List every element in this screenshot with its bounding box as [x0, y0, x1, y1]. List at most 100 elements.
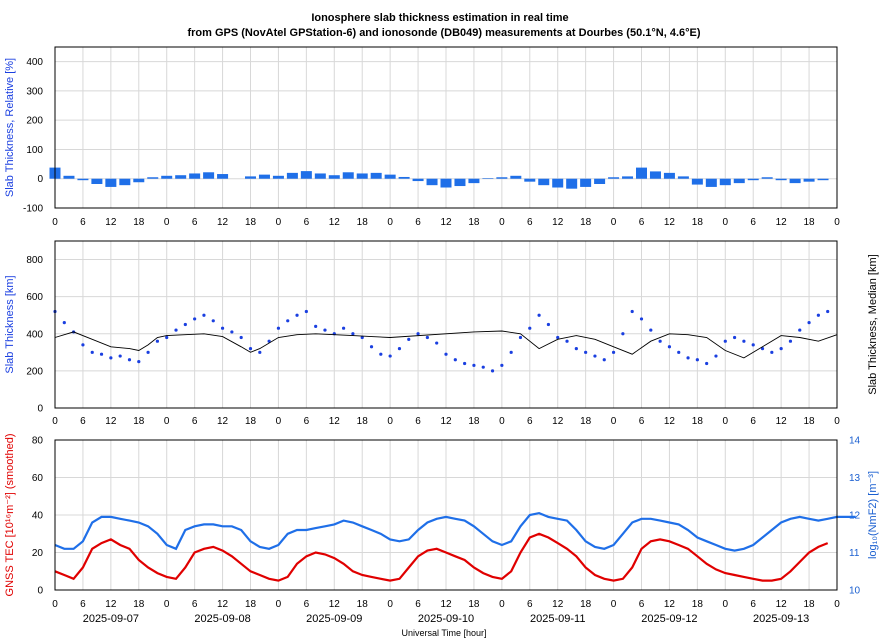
relative-bar: [77, 178, 89, 181]
x-tick-label: 18: [580, 416, 592, 427]
x-tick-label: 0: [164, 416, 170, 427]
slab-point: [248, 347, 253, 351]
slab-point: [500, 363, 504, 367]
relative-bar: [761, 177, 773, 179]
slab-point: [435, 341, 439, 345]
x-tick-label: 18: [468, 416, 480, 427]
slab-point: [276, 326, 281, 330]
relative-bar: [468, 178, 480, 184]
relative-bar: [705, 178, 717, 187]
relative-bar: [789, 178, 801, 184]
x-tick-label: 0: [723, 217, 729, 228]
slab-point: [220, 326, 225, 330]
plot-frame: [54, 46, 838, 209]
x-tick-label: 18: [468, 599, 480, 610]
relative-bar: [161, 175, 173, 179]
y-tick-label: 60: [32, 473, 44, 484]
y-tick-label: 40: [32, 511, 44, 522]
slab-point: [351, 332, 355, 336]
x-tick-label: 18: [580, 599, 592, 610]
x-tick-label: 12: [552, 217, 564, 228]
slab-point: [193, 317, 197, 321]
date-labels: 2025-09-07 2025-09-08 2025-09-09 2025-09-10…: [83, 613, 810, 625]
relative-bar: [440, 178, 452, 188]
slab-point: [611, 350, 616, 354]
slab-point: [481, 365, 485, 369]
slab-point: [760, 347, 765, 351]
x-tick-label: 12: [776, 217, 788, 228]
relative-bar: [482, 178, 494, 179]
relative-bar: [566, 178, 578, 189]
slab-point: [537, 313, 541, 317]
slab-point: [667, 345, 672, 349]
slab-point: [202, 313, 206, 317]
relative-bar: [747, 178, 759, 181]
relative-bar: [496, 177, 508, 179]
x-tick-label: 18: [133, 217, 145, 228]
slab-point: [705, 361, 709, 366]
relative-bar: [510, 175, 522, 179]
x-tick-label: 12: [329, 416, 341, 427]
median-line: [54, 330, 838, 359]
slab-point: [109, 356, 113, 360]
x-tick-label: 0: [52, 416, 58, 427]
y-tick-label: 0: [37, 174, 43, 185]
slab-point: [798, 328, 802, 332]
slab-point: [751, 343, 755, 347]
x-tick-label: 12: [552, 416, 564, 427]
x-tick-label: 6: [415, 599, 421, 610]
x-tick-label: 12: [440, 416, 452, 427]
slab-point: [602, 358, 606, 362]
slab-point: [146, 350, 150, 354]
relative-bar: [105, 178, 117, 187]
x-tick-label: 6: [750, 416, 756, 427]
relative-bar: [217, 174, 229, 179]
x-tick-label: 6: [80, 217, 86, 228]
y-axis-label: Slab Thickness [km]: [4, 275, 16, 373]
relative-bar: [398, 176, 410, 179]
x-tick-label: 18: [580, 217, 592, 228]
chart-title-line1: Ionosphere slab thickness estimation in …: [311, 12, 568, 24]
slab-point: [211, 319, 215, 323]
relative-bar: [370, 172, 382, 179]
x-tick-label: 18: [692, 416, 704, 427]
x-tick-label: 6: [304, 599, 310, 610]
slab-point: [388, 354, 392, 358]
slab-point: [723, 339, 727, 343]
x-tick-label: 12: [664, 416, 676, 427]
y-tick-label: 20: [32, 548, 44, 559]
x-tick-label: 18: [133, 599, 145, 610]
relative-bar: [189, 173, 201, 179]
x-axis-label: Universal Time [hour]: [401, 628, 486, 638]
slab-point: [183, 322, 187, 327]
x-tick-label: 6: [750, 217, 756, 228]
relative-bar: [314, 173, 326, 179]
relative-bar: [342, 172, 354, 179]
x-tick-label: 12: [552, 599, 564, 610]
x-tick-label: 6: [304, 217, 310, 228]
slab-point: [677, 350, 681, 354]
relative-bar: [552, 178, 564, 188]
x-tick-label: 18: [245, 217, 257, 228]
slab-point: [574, 347, 578, 351]
x-tick-label: 12: [217, 599, 229, 610]
x-tick-label: 0: [387, 599, 393, 610]
y-axis-label: GNSS TEC [10¹⁶m⁻²] (smoothed): [4, 434, 16, 597]
slab-point: [239, 335, 243, 340]
slab-point: [463, 361, 467, 366]
relative-bar: [677, 176, 689, 179]
y-tick-label: 600: [26, 292, 43, 303]
slab-point: [369, 345, 374, 349]
x-tick-label: 0: [164, 217, 170, 228]
slab-point: [267, 339, 271, 343]
x-tick-label: 6: [415, 416, 421, 427]
relative-bar: [91, 178, 103, 184]
y-tick-label: 0: [37, 404, 43, 415]
x-tick-label: 0: [611, 217, 617, 228]
x-tick-label: 0: [834, 416, 840, 427]
x-tick-label: 6: [527, 416, 533, 427]
relative-bar: [524, 178, 536, 182]
slab-point: [826, 309, 830, 314]
x-tick-label: 12: [440, 217, 452, 228]
slab-point: [127, 358, 132, 362]
